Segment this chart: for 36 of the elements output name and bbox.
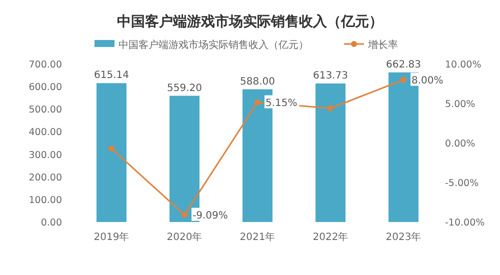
data-label: 8.00% [412, 75, 444, 86]
x-tick-label: 2023年 [386, 231, 422, 243]
y2-tick-label: -5.00% [445, 178, 479, 189]
legend-label: 增长率 [367, 39, 398, 51]
data-label: 615.14 [94, 70, 129, 82]
legend-label: 中国客户端游戏市场实际销售收入（亿元） [118, 39, 308, 51]
x-tick-label: 2022年 [312, 231, 348, 243]
point [182, 212, 188, 218]
point [400, 76, 406, 83]
chart-title: 中国客户端游戏市场实际销售收入（亿元） [117, 13, 383, 30]
x-tick-label: 2020年 [166, 231, 202, 243]
bar [316, 83, 346, 222]
y-tick-label: 400.00 [28, 127, 62, 138]
y2-tick-label: 0.00% [445, 138, 476, 150]
data-label: 662.83 [386, 59, 421, 70]
y-tick-label: 600.00 [28, 82, 62, 94]
x-tick-label: 2019年 [94, 231, 130, 243]
y-tick-label: 0.00 [40, 218, 62, 228]
y-tick-label: 100.00 [28, 194, 62, 206]
data-label: 5.15% [266, 98, 298, 109]
y-tick-label: 300.00 [28, 150, 62, 161]
data-label: 613.73 [313, 70, 348, 82]
data-label: 559.20 [167, 82, 202, 94]
y-tick-label: 700.00 [28, 60, 62, 70]
point [254, 99, 260, 106]
bar [96, 83, 126, 222]
point [108, 146, 114, 152]
y-tick-label: 500.00 [28, 104, 62, 116]
y2-tick-label: 10.00% [445, 60, 482, 70]
y-tick-label: 200.00 [28, 172, 62, 184]
point [328, 105, 334, 112]
y2-tick-label: 5.00% [445, 99, 476, 110]
y2-tick-label: -10.00% [445, 218, 485, 228]
data-label: 588.00 [240, 76, 275, 88]
x-tick-label: 2021年 [240, 231, 276, 243]
data-label: -9.09% [192, 210, 228, 222]
